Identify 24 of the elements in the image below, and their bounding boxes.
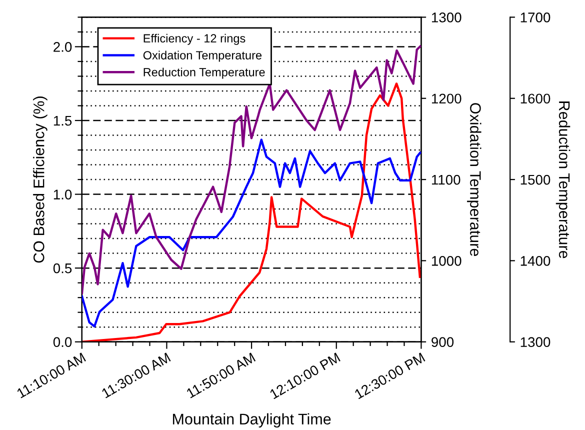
y2-tick-label: 900	[432, 337, 454, 348]
y3-tick-label: 1300	[520, 337, 550, 348]
y-tick-label: 1.0	[54, 190, 72, 200]
y-tick-label: 2.0	[54, 42, 72, 52]
y3-tick-label: 1400	[520, 256, 550, 266]
y-axis-title: CO Based Efficiency (%)	[33, 96, 48, 263]
y3-tick-label: 1600	[520, 94, 550, 104]
y3-axis-title: Reduction Temperature	[556, 102, 570, 258]
line-series	[82, 138, 422, 328]
line-series	[82, 45, 422, 294]
y2-axis-title: Oxidation Temperature	[467, 103, 482, 256]
y2-tick-label: 1300	[432, 12, 462, 22]
legend-label: Oxidation Temperature	[143, 50, 262, 62]
y-tick-label: 0.5	[53, 263, 72, 274]
y3-tick-label: 1700	[520, 12, 550, 22]
y-tick-label: 0.0	[53, 337, 72, 348]
y2-tick-label: 1200	[432, 94, 462, 104]
y2-tick-label: 1100	[432, 174, 460, 185]
legend-label: Reduction Temperature	[144, 68, 265, 79]
legend-label: Efficiency - 12 rings	[144, 34, 246, 45]
y3-tick-label: 1500	[520, 174, 550, 185]
y2-tick-label: 1000	[432, 256, 462, 266]
y-tick-label: 1.5	[54, 116, 72, 126]
x-axis-title: Mountain Daylight Time	[172, 413, 331, 428]
